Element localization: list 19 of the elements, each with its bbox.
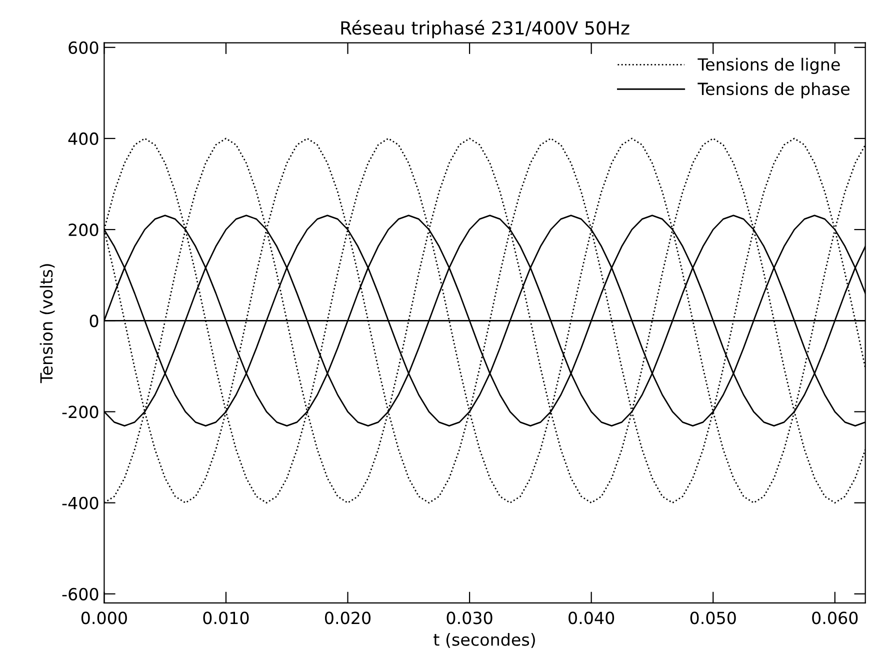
y-axis-title: Tension (volts) (40, 264, 55, 384)
chart-title: Réseau triphasé 231/400V 50Hz (341, 20, 630, 38)
y-tick-label: -600 (62, 588, 98, 600)
y-tick-label: 0 (90, 314, 98, 328)
x-tick-label: 0.000 (81, 612, 127, 624)
y-tick-label: -400 (62, 496, 98, 510)
legend-label: Tensions de ligne (698, 58, 840, 74)
legend-label: Tensions de phase (698, 82, 850, 98)
x-tick-label: 0.050 (690, 612, 736, 624)
y-tick-label: 400 (68, 132, 98, 146)
x-tick-label: 0.010 (203, 612, 249, 624)
x-tick-label: 0.060 (812, 612, 858, 624)
x-tick-label: 0.020 (325, 612, 371, 624)
x-tick-label: 0.030 (446, 612, 492, 624)
x-tick-label: 0.040 (568, 612, 614, 624)
y-tick-label: 600 (68, 41, 98, 54)
y-tick-label: -200 (62, 406, 98, 418)
x-axis-title: t (secondes) (434, 633, 535, 648)
y-tick-label: 200 (68, 224, 98, 236)
